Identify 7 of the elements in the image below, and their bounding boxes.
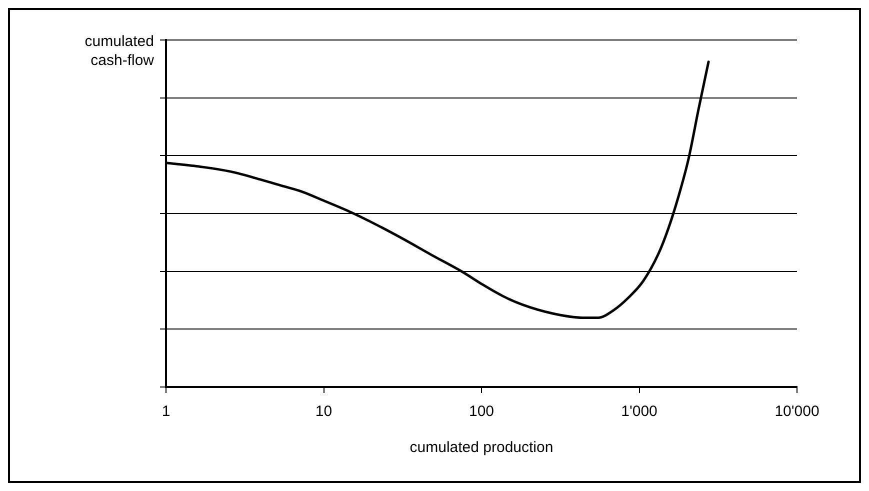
- y-axis-title: cumulated cash-flow: [84, 33, 154, 70]
- x-tick-label: 10'000: [774, 403, 820, 420]
- x-tick-label: 1: [162, 403, 170, 420]
- x-tick-label: 1'000: [621, 403, 658, 420]
- x-axis-title: cumulated production: [410, 439, 554, 456]
- x-tick-label: 10: [315, 403, 332, 420]
- x-tick-label: 100: [468, 403, 494, 420]
